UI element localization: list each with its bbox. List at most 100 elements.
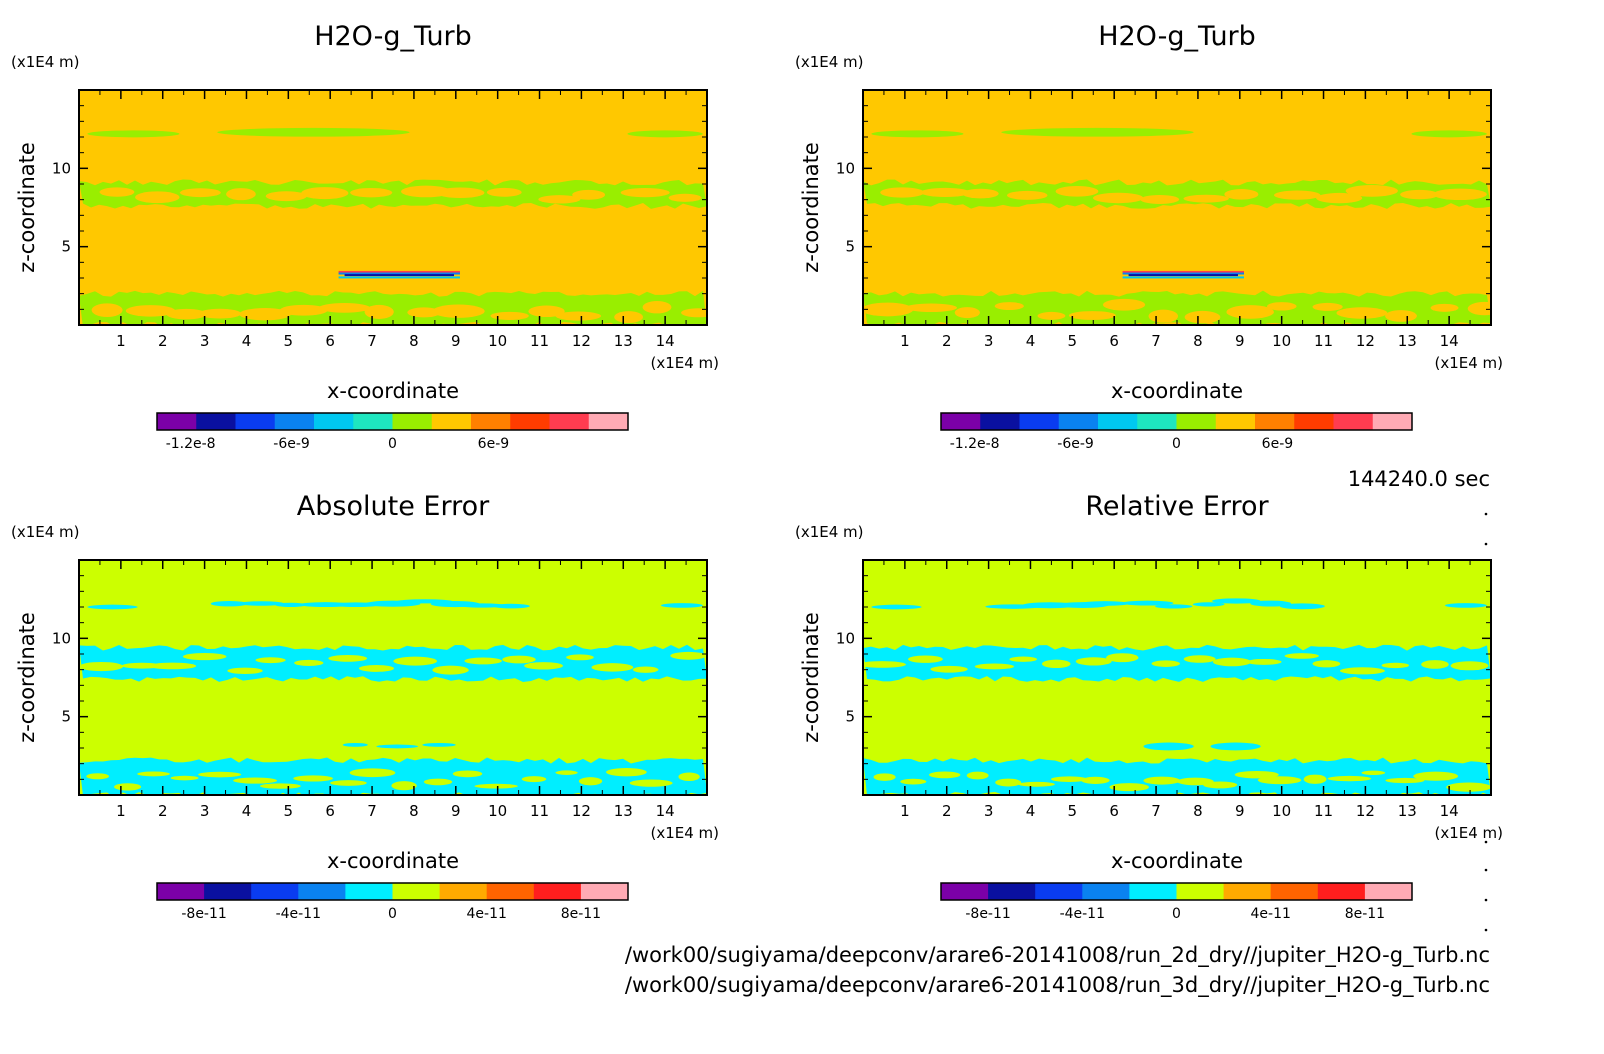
colorbar-swatch: [1223, 883, 1272, 900]
y-unit-label: (x1E4 m): [11, 523, 80, 541]
error-speck: [1121, 600, 1174, 606]
x-tick-label: 4: [1026, 802, 1036, 820]
field-gap: [1273, 190, 1321, 200]
colorbar-frame: [156, 882, 629, 901]
colorbar-swatch: [588, 413, 629, 430]
error-band: [79, 757, 707, 795]
field-gap: [86, 773, 110, 780]
field-gap: [1106, 653, 1139, 663]
field-patch: [1411, 130, 1487, 138]
colorbar-swatch: [235, 413, 276, 430]
field-gap: [670, 651, 707, 660]
colorbar-swatch: [1364, 883, 1413, 900]
x-axis-label: x-coordinate: [1111, 379, 1243, 403]
field-gap: [555, 770, 578, 775]
colorbar-frame: [940, 412, 1413, 431]
field-gap: [349, 768, 396, 778]
field-gap: [681, 308, 707, 318]
error-speck: [238, 601, 284, 606]
field-gap: [1246, 658, 1282, 665]
error-speck: [210, 601, 248, 607]
chart-title: Absolute Error: [297, 491, 490, 522]
colorbar-tick-label: 8e-11: [561, 906, 601, 922]
field-gap: [1176, 777, 1214, 786]
field-gap: [330, 780, 367, 786]
x-tick-label: 13: [614, 332, 633, 350]
x-tick-label: 1: [900, 802, 910, 820]
colorbar-tick-label: 6e-9: [478, 436, 509, 452]
field-gap: [1312, 302, 1343, 311]
field-gap: [954, 307, 980, 319]
colorbar-swatch: [392, 883, 441, 900]
field-gap: [255, 657, 286, 664]
stray-dot: [1484, 898, 1488, 902]
x-tick-label: 3: [200, 332, 210, 350]
field-gap: [114, 783, 142, 791]
field-gap: [1413, 771, 1459, 781]
x-tick-label: 12: [1356, 802, 1375, 820]
x-tick-label: 9: [451, 802, 461, 820]
chart-title: H2O-g_Turb: [314, 21, 472, 52]
field-gap: [1183, 194, 1229, 203]
field-gap: [1421, 660, 1449, 669]
colorbar-swatch: [1176, 413, 1217, 430]
x-tick-label: 2: [942, 332, 952, 350]
colorbar-swatch: [471, 413, 511, 430]
colorbar-swatch: [1035, 883, 1083, 900]
field-gap: [1093, 192, 1144, 204]
field-gap: [464, 657, 502, 665]
x-unit-label: (x1E4 m): [1434, 354, 1503, 372]
field-gap: [863, 661, 906, 668]
colorbar-swatch: [1372, 413, 1413, 430]
field-gap: [170, 775, 199, 781]
chart-title: Relative Error: [1085, 491, 1269, 522]
colorbar-swatch: [1098, 413, 1138, 430]
colorbar-swatch: [1129, 883, 1177, 900]
x-tick-label: 7: [367, 332, 377, 350]
colorbar-tick-label: -8e-11: [181, 906, 226, 922]
colorbar-swatch: [980, 413, 1020, 430]
footer-path-2: /work00/sugiyama/deepconv/arare6-2014100…: [625, 973, 1490, 998]
stray-dot: [1484, 512, 1488, 516]
colorbar-swatch: [196, 413, 236, 430]
colorbar-tick-label: 0: [388, 906, 397, 922]
field-gap: [198, 308, 242, 319]
colorbar-swatch: [1176, 883, 1225, 900]
colorbar-tick-label: -4e-11: [276, 906, 321, 922]
x-tick-label: 10: [488, 802, 507, 820]
dipole-upper: [338, 270, 460, 273]
error-speck: [1155, 604, 1193, 609]
y-tick-label: 10: [836, 159, 855, 177]
field-gap: [293, 775, 333, 782]
field-gap: [1361, 770, 1386, 775]
field-gap: [1183, 655, 1216, 663]
colorbar-tick-label: 4e-11: [467, 906, 507, 922]
field-gap: [905, 303, 957, 313]
colorbar-frame: [156, 412, 629, 431]
field-gap: [452, 770, 483, 778]
field-gap: [318, 303, 371, 313]
field-gap: [930, 665, 968, 673]
colorbar-swatch: [1255, 413, 1295, 430]
field-gap: [908, 655, 943, 663]
colorbar-swatch: [1215, 413, 1256, 430]
colorbar-swatch: [1333, 413, 1374, 430]
field-gap: [994, 302, 1024, 311]
colorbar-tick-label: -6e-9: [1057, 436, 1094, 452]
y-unit-label: (x1E4 m): [795, 53, 864, 71]
x-tick-label: 7: [367, 802, 377, 820]
field-gap: [1339, 667, 1385, 675]
x-tick-label: 6: [325, 802, 335, 820]
field-band: [863, 290, 1491, 325]
y-tick-label: 5: [845, 238, 855, 256]
field-gap: [566, 654, 594, 661]
field-background: [863, 90, 1491, 325]
field-gap: [393, 656, 438, 666]
field-gap: [1081, 776, 1110, 784]
x-tick-label: 10: [488, 332, 507, 350]
x-tick-label: 8: [1193, 802, 1203, 820]
field-gap: [1450, 661, 1489, 671]
field-gap: [668, 193, 702, 202]
panel-4: Relative Error (x1E4 m) (x1E4 m) x-coordina…: [795, 491, 1503, 922]
